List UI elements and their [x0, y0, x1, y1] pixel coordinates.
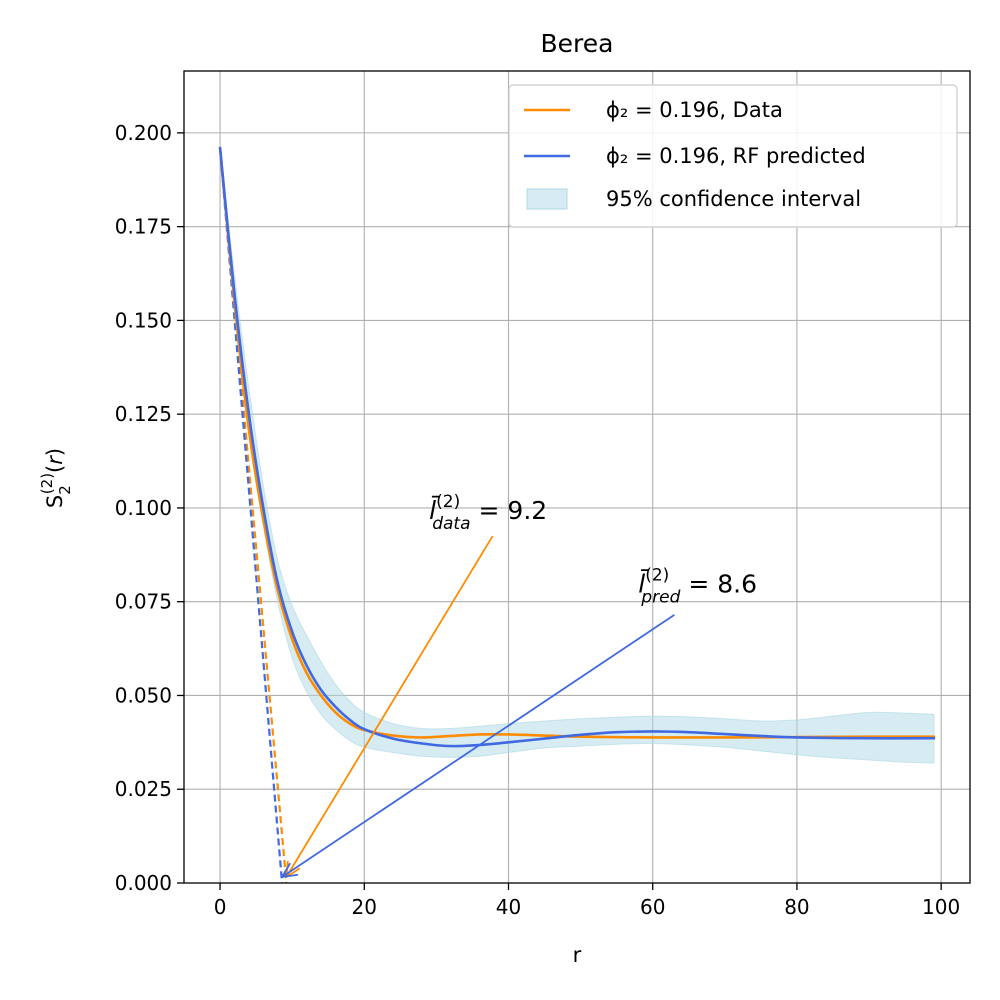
y-tick-label: 0.050	[115, 683, 172, 707]
legend-label: ϕ₂ = 0.196, RF predicted	[606, 144, 866, 168]
y-tick-label: 0.025	[115, 777, 172, 801]
annotation-arrow-pred	[281, 614, 675, 878]
x-axis-label: r	[573, 943, 582, 967]
x-tick-label: 80	[784, 895, 809, 919]
series-line-predicted	[218, 146, 936, 748]
x-tick-label: 40	[496, 895, 521, 919]
x-tick-label: 100	[922, 895, 960, 919]
y-tick-label: 0.075	[115, 590, 172, 614]
x-axis-ticks: 0 20 40 60 80 100	[214, 883, 960, 919]
annotation-arrowhead-pred	[280, 862, 299, 879]
annotation-arrow-data	[285, 535, 494, 878]
plot-frame	[183, 70, 971, 884]
legend-swatch-band	[526, 188, 568, 210]
x-tick-label: 20	[352, 895, 377, 919]
legend: ϕ₂ = 0.196, Data ϕ₂ = 0.196, RF predicted…	[508, 84, 958, 228]
y-tick-label: 0.150	[115, 308, 172, 332]
annotation-label-pred: l̄(2) pred = 8.6	[638, 565, 757, 607]
series-lines	[218, 146, 936, 748]
y-tick-label: 0.200	[115, 121, 172, 145]
y-axis-label: S2(2)(r)	[38, 448, 74, 508]
y-tick-label: 0.175	[115, 215, 172, 239]
confidence-band-layer	[219, 144, 935, 764]
series-line-data	[218, 146, 936, 739]
y-tick-label: 0.000	[115, 871, 172, 895]
chart-title: Berea	[541, 29, 614, 58]
x-tick-label: 0	[214, 895, 227, 919]
y-tick-label: 0.125	[115, 402, 172, 426]
legend-label: 95% confidence interval	[606, 187, 861, 211]
annotations: l̄(2) data = 9.2 l̄(2) pred = 8.6	[429, 492, 757, 607]
x-tick-label: 60	[640, 895, 665, 919]
y-axis-ticks: 0.000 0.025 0.050 0.075 0.100 0.125 0.150 0.175…	[115, 121, 184, 895]
confidence-band	[219, 144, 935, 764]
y-tick-label: 0.100	[115, 496, 172, 520]
annotation-label-data: l̄(2) data = 9.2	[429, 492, 547, 534]
annotation-arrows	[280, 535, 675, 879]
legend-label: ϕ₂ = 0.196, Data	[606, 98, 783, 122]
svg-text:S2(2)(r): S2(2)(r)	[38, 448, 74, 508]
legend-box	[508, 84, 958, 228]
